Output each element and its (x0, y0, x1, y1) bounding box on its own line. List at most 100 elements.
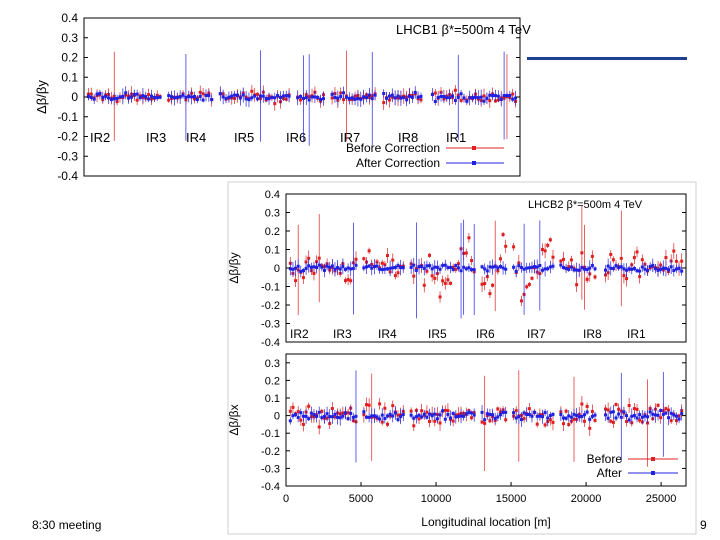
data-point (233, 93, 237, 97)
data-point (451, 419, 455, 423)
y-tick-label: -0.1 (261, 428, 280, 440)
data-point (170, 95, 174, 99)
data-point (451, 94, 454, 98)
data-point (674, 419, 678, 423)
ir-label-ir6: IR6 (286, 130, 306, 145)
data-point (115, 96, 119, 100)
data-point (482, 99, 486, 103)
data-point (632, 414, 636, 418)
data-point (313, 95, 317, 99)
data-point (483, 267, 487, 271)
data-point (399, 415, 403, 419)
data-point (546, 267, 550, 271)
data-point (92, 97, 96, 101)
data-point (178, 95, 182, 99)
data-point (604, 413, 608, 417)
data-point (569, 415, 573, 419)
data-point (419, 94, 423, 98)
data-point (470, 416, 474, 420)
data-point (467, 236, 471, 240)
data-point (548, 414, 552, 418)
data-point (330, 92, 334, 96)
data-point (656, 413, 660, 417)
ir-label-ir3: IR3 (333, 327, 352, 341)
data-point (638, 413, 642, 417)
data-point (307, 264, 311, 268)
data-point (551, 255, 555, 259)
data-point (588, 417, 592, 421)
y-tick-label: -0.2 (261, 446, 280, 458)
data-point (414, 415, 418, 419)
data-point (561, 416, 565, 420)
data-point (150, 94, 153, 98)
data-point (643, 267, 647, 271)
data-point (483, 282, 487, 286)
data-point (325, 412, 329, 416)
data-point (317, 256, 321, 260)
data-point (625, 414, 629, 418)
data-point (349, 411, 353, 415)
data-point (672, 249, 676, 253)
data-point (485, 269, 489, 273)
data-point (320, 409, 324, 413)
data-point (480, 282, 484, 286)
data-point (370, 97, 374, 101)
data-point (617, 407, 621, 411)
data-point (488, 419, 492, 423)
data-point (187, 95, 191, 99)
data-point (319, 98, 323, 102)
data-point (330, 264, 334, 268)
data-point (367, 415, 371, 419)
data-point (548, 265, 552, 269)
data-point (622, 274, 626, 278)
data-point (428, 264, 432, 268)
data-point (307, 256, 311, 260)
data-point (380, 413, 384, 417)
data-point (193, 95, 196, 99)
data-point (438, 413, 442, 417)
data-point (304, 414, 308, 418)
data-point (322, 268, 326, 272)
footer-meeting: 8:30 meeting (32, 518, 102, 532)
data-point (567, 423, 571, 427)
data-point (279, 95, 282, 99)
data-point (317, 425, 321, 429)
x-tick-label: 15000 (496, 493, 527, 505)
data-point (420, 264, 424, 268)
data-point (155, 96, 159, 100)
data-point (375, 260, 379, 264)
data-point (480, 410, 484, 414)
y-tick-label: 0.3 (61, 31, 78, 45)
data-point (267, 97, 271, 101)
data-point (590, 414, 594, 418)
data-point (625, 268, 629, 272)
data-point (413, 90, 417, 94)
y-tick-label: -0.3 (261, 463, 280, 475)
data-point (301, 422, 305, 426)
data-point (535, 422, 539, 426)
data-point (635, 269, 639, 273)
legend-after-marker (472, 161, 476, 165)
lhcb2-x-panel: 0.30.20.10-0.1-0.2-0.3-0.40 5000 10000 1500… (227, 353, 687, 529)
data-point (210, 97, 214, 101)
data-point (546, 243, 550, 247)
data-point (433, 99, 437, 103)
data-point (330, 415, 334, 419)
data-point (86, 94, 90, 98)
data-point (575, 413, 579, 417)
data-point (456, 95, 460, 99)
data-point (583, 419, 586, 423)
data-point (341, 265, 345, 269)
data-point (502, 94, 506, 98)
data-point (224, 97, 228, 101)
data-point (627, 404, 631, 408)
data-point (559, 413, 563, 417)
ir-label-ir8: IR8 (398, 130, 418, 145)
data-point (370, 414, 374, 418)
data-point (372, 265, 376, 269)
y-tick-label: 0.2 (265, 226, 280, 238)
data-point (346, 411, 350, 415)
data-point (441, 409, 445, 413)
data-point (548, 238, 552, 242)
